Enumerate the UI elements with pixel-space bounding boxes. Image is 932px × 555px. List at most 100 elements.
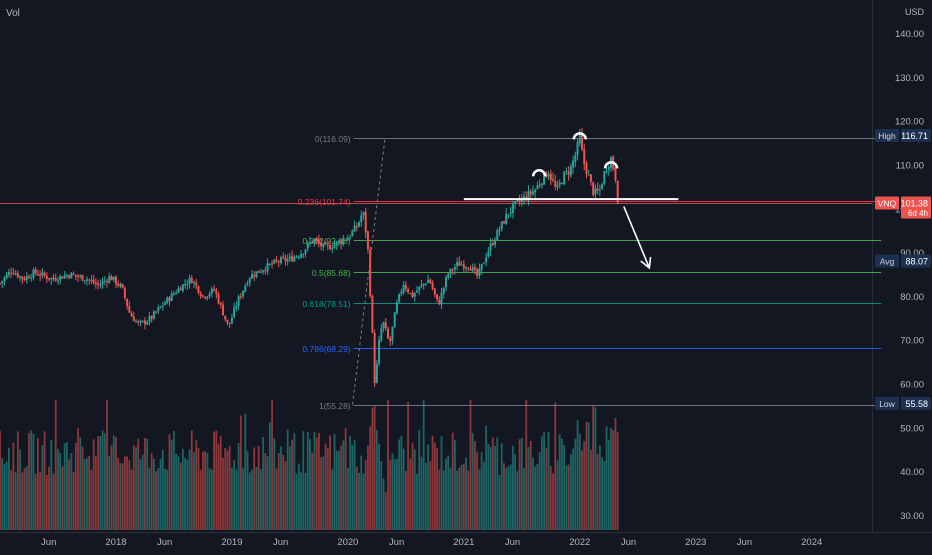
candle-body (556, 185, 559, 188)
volume-bar (547, 431, 550, 530)
candle-body (210, 288, 213, 294)
candle-body (480, 263, 483, 270)
candle-body (215, 290, 218, 294)
volume-bar (173, 430, 175, 530)
candle-body (204, 296, 207, 299)
stat-badge-value-bg (901, 129, 931, 143)
y-tick-label: 90.00 (900, 248, 924, 259)
volume-bar (382, 478, 385, 530)
volume-bar (407, 402, 409, 530)
candle-body (375, 363, 378, 383)
shoulder-arc[interactable] (531, 168, 547, 177)
volume-bar (115, 437, 117, 530)
candle-body (112, 276, 115, 281)
fib-level-label: 0(116.09) (315, 134, 351, 144)
trend-arrow-line[interactable] (623, 206, 651, 269)
volume-bar (596, 454, 599, 530)
candle-body (206, 296, 209, 299)
candle-body (460, 264, 463, 266)
candle-body (221, 304, 224, 316)
volume-bar (1, 458, 4, 530)
candle-body (284, 257, 287, 262)
candle-body (382, 322, 385, 329)
candle-body (431, 282, 434, 290)
volume-bar (141, 454, 144, 530)
volume-bar (326, 447, 329, 530)
candle-body (7, 271, 10, 276)
volume-bar (302, 431, 305, 530)
candle-body (14, 273, 17, 275)
volume-bar (344, 427, 347, 530)
volume-bar (422, 400, 425, 530)
candle-body (195, 282, 198, 286)
volume-bar (233, 460, 236, 530)
candle-body (534, 189, 537, 193)
candle-body (320, 242, 323, 247)
shoulder-arc[interactable] (603, 161, 619, 169)
candle-body (48, 278, 51, 280)
candle-body (293, 256, 296, 262)
volume-bar (199, 469, 202, 530)
volume-bar (81, 446, 84, 530)
volume-bar (0, 430, 1, 530)
stat-badge-value: 116.71 (901, 131, 928, 141)
candle-body (97, 283, 100, 285)
volume-bar (74, 442, 77, 530)
volume-bar (433, 442, 436, 530)
volume-bar (594, 407, 597, 530)
candle-body (358, 221, 361, 227)
volume-bar (471, 433, 474, 530)
candle-body (23, 278, 26, 280)
volume-bar (231, 467, 233, 530)
shoulder-arc[interactable] (572, 132, 588, 140)
volume-bar (545, 447, 548, 530)
volume-bar (438, 469, 441, 530)
candle-body (384, 322, 387, 329)
candle-body (94, 282, 97, 284)
candle-body (262, 270, 265, 272)
fib-trend-line (352, 138, 386, 405)
volume-bar (300, 472, 302, 530)
candle-body (335, 241, 338, 246)
candle-body (465, 267, 468, 269)
volume-bar (161, 449, 164, 530)
candle-body (199, 293, 202, 297)
volume-bar (119, 463, 122, 530)
candle-body (601, 184, 604, 190)
volume-bar (391, 453, 394, 530)
candle-body (244, 285, 247, 292)
candle-body (56, 280, 59, 282)
candle-body (507, 214, 510, 216)
volume-bar (449, 467, 452, 530)
volume-bar (92, 439, 95, 530)
candle-body (473, 267, 476, 270)
candle-body (264, 270, 267, 272)
candle-body (25, 276, 28, 281)
volume-bar (549, 466, 552, 530)
volume-bar (242, 468, 244, 530)
candle-body (378, 339, 381, 364)
candle-body (201, 295, 204, 297)
volume-bar (469, 400, 472, 530)
volume-bar (367, 445, 369, 530)
candle-body (467, 267, 470, 269)
volume-bar (563, 445, 566, 530)
volume-bar (384, 492, 387, 530)
volume-bar (228, 445, 231, 530)
candle-body (175, 293, 178, 295)
volume-bar (235, 469, 238, 530)
candle-body (313, 239, 316, 243)
volume-bar (494, 445, 496, 530)
candle-body (230, 317, 233, 324)
volume-bar (72, 472, 75, 530)
candle-body (164, 302, 167, 305)
volume-bar (338, 451, 340, 530)
candle-body (500, 221, 503, 230)
volume-bar (418, 430, 421, 530)
candle-body (429, 279, 432, 284)
candle-body (402, 284, 405, 293)
candle-body (130, 312, 133, 317)
volume-bar (425, 462, 427, 530)
